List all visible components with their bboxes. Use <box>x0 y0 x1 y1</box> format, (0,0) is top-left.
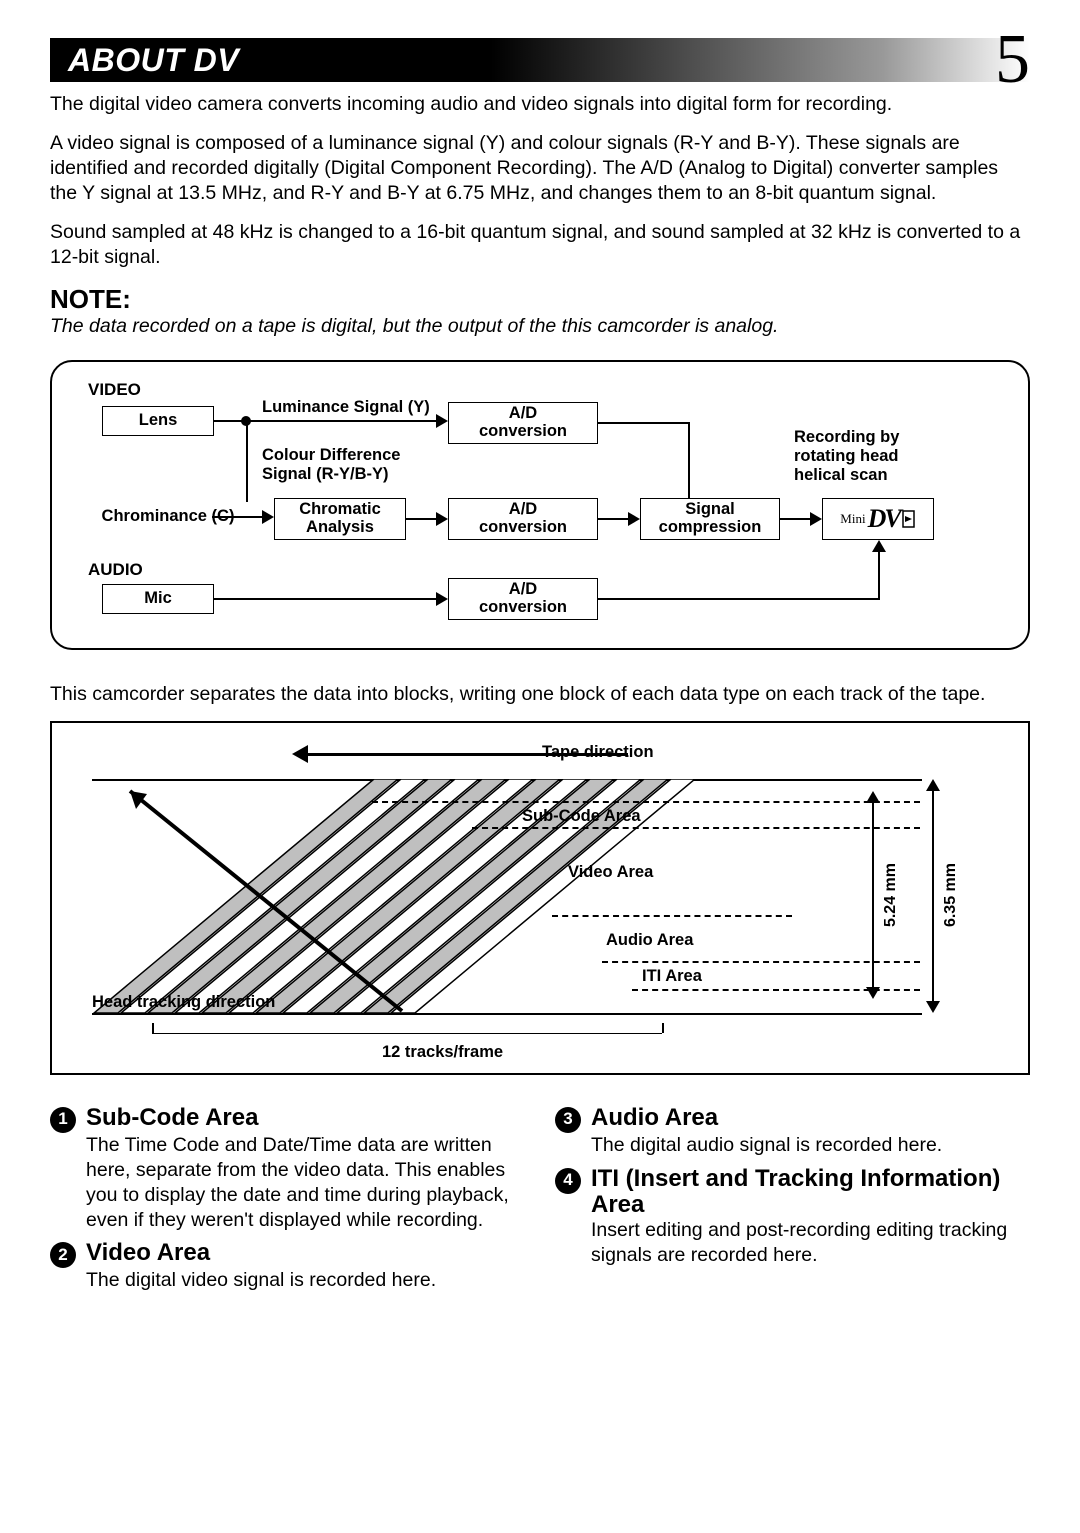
section-1-body: The Time Code and Date/Time data are wri… <box>86 1133 525 1233</box>
luminance-signal-label: Luminance Signal (Y) <box>262 398 430 417</box>
section-2-title: 2 Video Area <box>50 1240 525 1268</box>
mic-box: Mic <box>102 584 214 614</box>
ad-conversion-box-mid: A/D conversion <box>448 498 598 540</box>
head-tracking-label: Head tracking direction <box>92 993 275 1012</box>
tape-track-diagram: Tape direction Sub-Code Area Video Area … <box>50 721 1030 1075</box>
ad-conversion-box-top: A/D conversion <box>448 402 598 444</box>
section-4-body: Insert editing and post-recording editin… <box>591 1218 1030 1268</box>
page-number: 5 <box>995 20 1030 100</box>
intro-para-3: Sound sampled at 48 kHz is changed to a … <box>50 220 1030 270</box>
iti-area-label: ITI Area <box>642 967 702 986</box>
signal-compression-box: Signal compression <box>640 498 780 540</box>
dim-635-label: 6.35 mm <box>942 863 960 927</box>
audio-section-label: AUDIO <box>88 560 143 580</box>
colour-diff-label: Colour Difference Signal (R-Y/B-Y) <box>262 446 400 484</box>
chromatic-analysis-box: Chromatic Analysis <box>274 498 406 540</box>
mid-paragraph: This camcorder separates the data into b… <box>50 682 1030 707</box>
tracks-frame-label: 12 tracks/frame <box>382 1043 503 1062</box>
section-3-body: The digital audio signal is recorded her… <box>591 1133 1030 1158</box>
section-2-body: The digital video signal is recorded her… <box>86 1268 525 1293</box>
signal-flow-diagram: VIDEO Lens Luminance Signal (Y) A/D conv… <box>50 360 1030 650</box>
audio-area-label: Audio Area <box>606 931 693 950</box>
intro-para-2: A video signal is composed of a luminanc… <box>50 131 1030 206</box>
section-1-title: 1 Sub-Code Area <box>50 1105 525 1133</box>
video-area-label: Video Area <box>568 863 653 882</box>
tape-direction-label: Tape direction <box>542 743 654 762</box>
note-label: NOTE: <box>50 284 1030 315</box>
section-3-title: 3 Audio Area <box>555 1105 1030 1133</box>
cassette-icon <box>902 508 916 530</box>
intro-para-1: The digital video camera converts incomi… <box>50 92 1030 117</box>
recording-label: Recording by rotating head helical scan <box>794 428 899 485</box>
lens-box: Lens <box>102 406 214 436</box>
video-section-label: VIDEO <box>88 380 141 400</box>
minidv-box: Mini DV <box>822 498 934 540</box>
page-title: ABOUT DV <box>68 42 239 79</box>
ad-conversion-box-bottom: A/D conversion <box>448 578 598 620</box>
note-text: The data recorded on a tape is digital, … <box>50 315 1030 338</box>
section-4-title: 4 ITI (Insert and Tracking Information) … <box>555 1166 1030 1219</box>
header-bar: ABOUT DV <box>50 38 1030 82</box>
subcode-area-label: Sub-Code Area <box>522 807 641 826</box>
sections-columns: 1 Sub-Code Area The Time Code and Date/T… <box>50 1101 1030 1302</box>
dim-524-label: 5.24 mm <box>882 863 900 927</box>
